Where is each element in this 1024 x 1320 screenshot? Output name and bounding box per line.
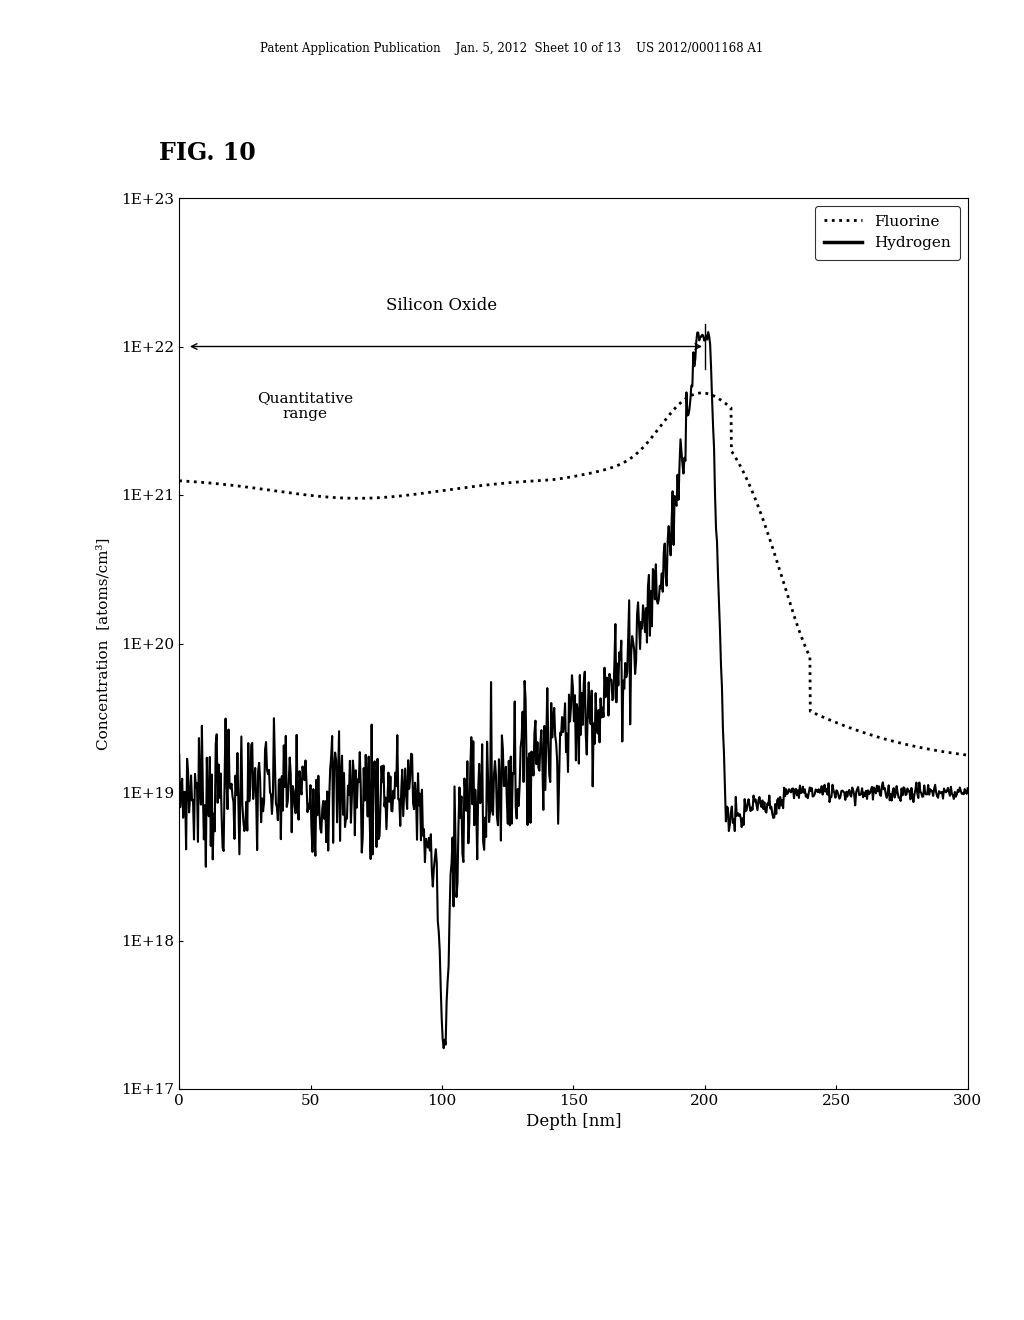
X-axis label: Depth [nm]: Depth [nm] — [525, 1113, 622, 1130]
Fluorine — [795, 626, 807, 642]
Y-axis label: Concentration  [atoms/cm³]: Concentration [atoms/cm³] — [96, 537, 111, 750]
Line: Fluorine: Fluorine — [179, 393, 968, 755]
Fluorine — [939, 744, 951, 760]
Text: Quantitative
range: Quantitative range — [257, 391, 353, 421]
Hydrogen — [676, 457, 688, 473]
Fluorine — [939, 744, 951, 760]
Hydrogen — [221, 801, 233, 817]
Fluorine — [695, 385, 708, 401]
Text: Patent Application Publication    Jan. 5, 2012  Sheet 10 of 13    US 2012/000116: Patent Application Publication Jan. 5, 2… — [260, 42, 764, 55]
Fluorine — [536, 473, 548, 488]
Hydrogen — [437, 1040, 450, 1056]
Text: Silicon Oxide: Silicon Oxide — [386, 297, 498, 314]
Legend: Fluorine, Hydrogen: Fluorine, Hydrogen — [814, 206, 961, 260]
Hydrogen — [652, 591, 665, 607]
Fluorine — [962, 747, 974, 763]
Hydrogen — [173, 746, 185, 762]
Hydrogen — [773, 801, 785, 817]
Hydrogen — [854, 787, 866, 803]
Fluorine — [173, 473, 185, 488]
Line: Hydrogen: Hydrogen — [179, 333, 968, 1048]
Hydrogen — [632, 594, 644, 610]
Fluorine — [213, 477, 225, 492]
Fluorine — [556, 470, 568, 486]
Text: FIG. 10: FIG. 10 — [159, 141, 255, 165]
Hydrogen — [962, 780, 974, 796]
Hydrogen — [702, 325, 715, 341]
